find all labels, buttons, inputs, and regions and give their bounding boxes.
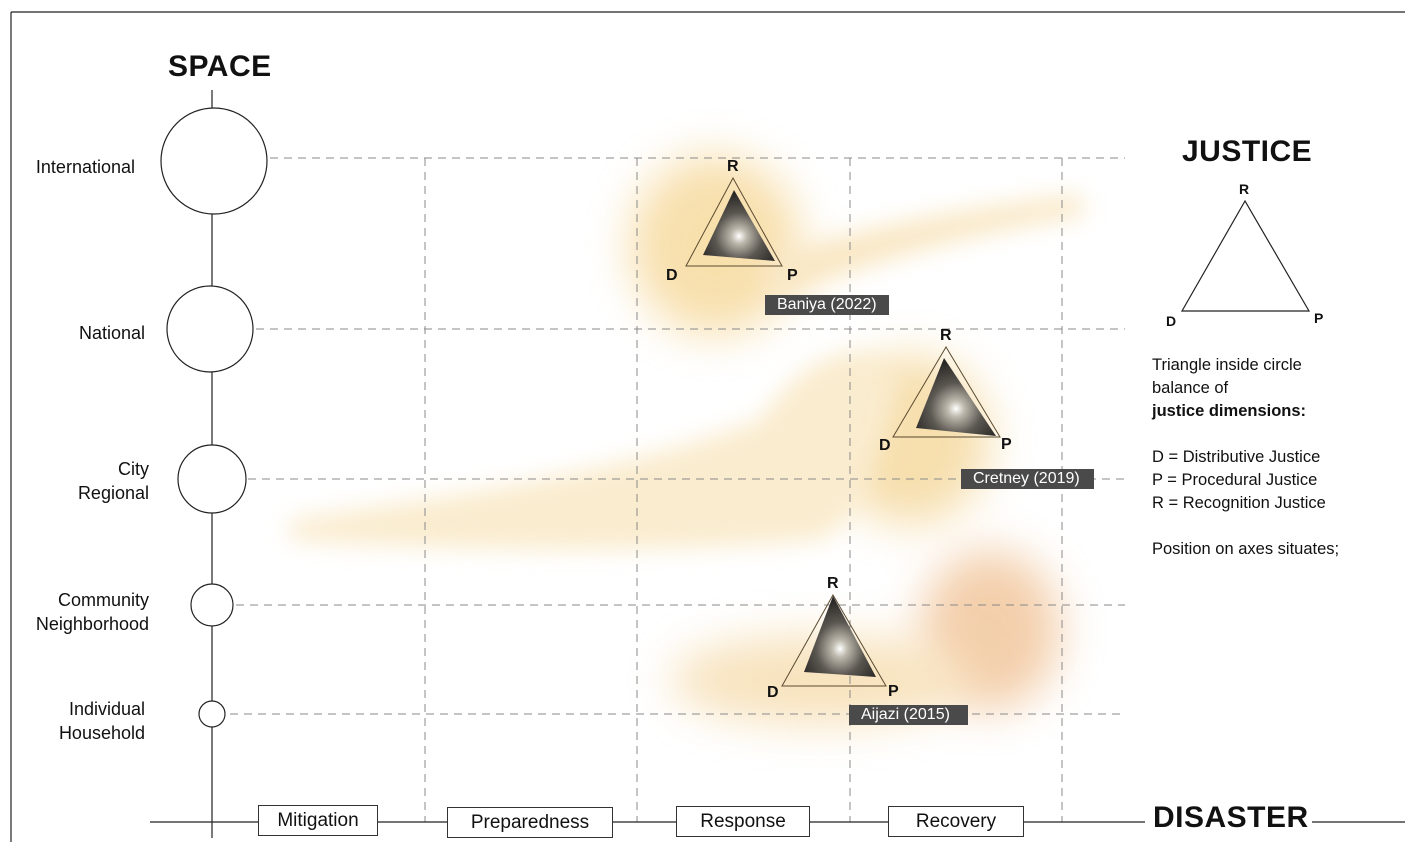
disaster-axis-title: DISASTER	[1153, 801, 1309, 834]
scale-circle-community	[190, 583, 234, 627]
haze-baniya-tail	[760, 195, 1085, 300]
scale-label-national: National	[5, 321, 145, 345]
haze-cretney-tail	[290, 354, 900, 550]
phase-recovery: Recovery	[888, 806, 1024, 837]
cretney-vertex-d: D	[879, 437, 891, 454]
scale-label-line: National	[78, 323, 145, 343]
legend-vertex-r: R	[1239, 181, 1250, 197]
scale-circle-national	[166, 285, 254, 373]
legend-def-r: R = Recognition Justice	[1152, 494, 1326, 512]
legend-line-3: justice dimensions:	[1152, 402, 1307, 420]
legend-line-1: Triangle inside circle	[1152, 356, 1302, 374]
scale-label-line: City	[118, 459, 149, 479]
haze-aijazi	[670, 635, 970, 725]
scale-label-line: Individual	[68, 699, 145, 719]
study-label-aijazi: Aijazi (2015)	[849, 705, 968, 725]
legend-def-p: P = Procedural Justice	[1152, 471, 1318, 489]
aijazi-vertex-p: P	[888, 683, 899, 700]
haze-layer	[290, 155, 1085, 725]
phase-mitigation: Mitigation	[258, 805, 378, 836]
baniya-vertex-r: R	[727, 158, 739, 175]
baniya-vertex-d: D	[666, 267, 678, 284]
scale-label-line: International	[35, 157, 135, 177]
scale-label-community: Community Neighborhood	[9, 588, 149, 636]
study-label-cretney: Cretney (2019)	[961, 469, 1094, 489]
justice-legend-title: JUSTICE	[1182, 135, 1313, 168]
aijazi-vertex-d: D	[767, 684, 779, 701]
space-axis-title: SPACE	[168, 50, 272, 83]
legend-triangle	[1180, 199, 1311, 312]
scale-label-line: Community	[57, 590, 149, 610]
aijazi-vertex-r: R	[827, 575, 839, 592]
triangle-cretney	[892, 346, 1001, 438]
scale-label-city-regional: City Regional	[9, 457, 149, 505]
phase-preparedness: Preparedness	[447, 807, 613, 838]
cretney-vertex-p: P	[1001, 436, 1012, 453]
triangle-aijazi	[781, 593, 887, 687]
scale-label-line: Neighborhood	[35, 614, 149, 634]
scale-circle-international	[160, 107, 268, 215]
legend-line-2: balance of	[1152, 379, 1229, 397]
scale-circle-household	[198, 700, 226, 728]
scale-label-line: Household	[58, 723, 145, 743]
triangle-baniya	[685, 176, 783, 267]
phase-response: Response	[676, 806, 810, 837]
scale-label-line: Regional	[77, 483, 149, 503]
legend-vertex-p: P	[1314, 310, 1324, 326]
cretney-vertex-r: R	[940, 327, 952, 344]
study-label-baniya: Baniya (2022)	[765, 295, 889, 315]
scale-label-household: Individual Household	[5, 697, 145, 745]
scale-label-international: International	[0, 155, 135, 179]
legend-def-d: D = Distributive Justice	[1152, 448, 1321, 466]
legend-vertex-d: D	[1166, 313, 1177, 329]
baniya-vertex-p: P	[787, 267, 798, 284]
scale-circle-city	[177, 444, 247, 514]
legend-position-note: Position on axes situates;	[1152, 540, 1340, 558]
